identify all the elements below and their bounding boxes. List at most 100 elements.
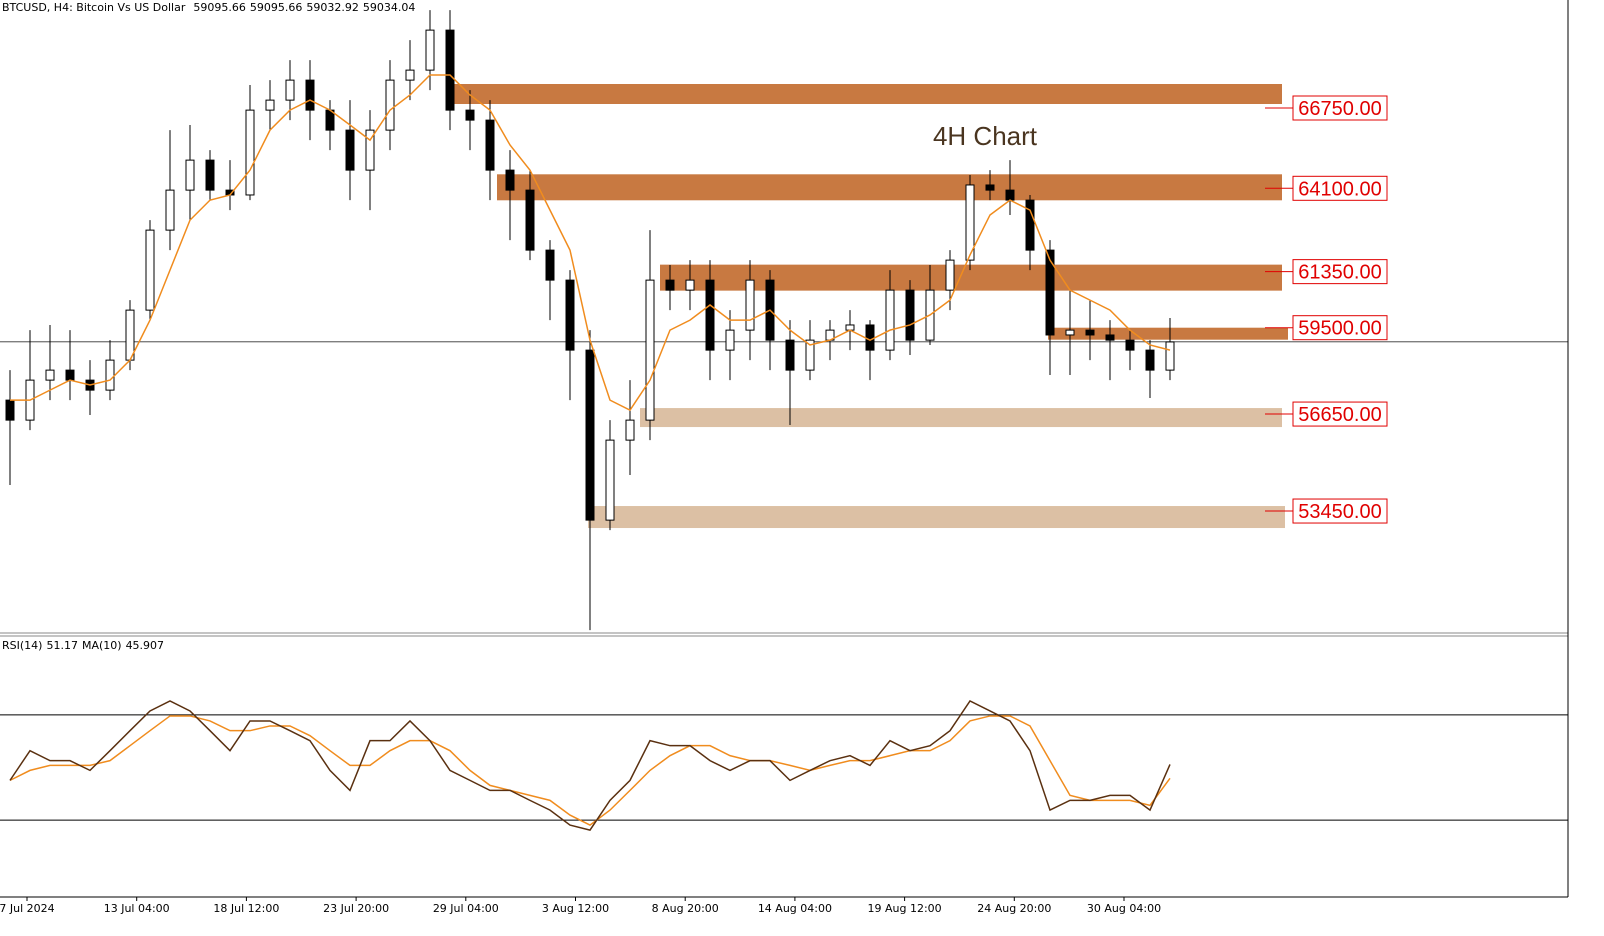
x-tick-label: 29 Jul 04:00 — [433, 902, 499, 915]
level-label: 61350.00 — [1298, 262, 1381, 284]
candle-body — [1145, 349, 1155, 371]
symbol: BTCUSD, H4: Bitcoin Vs US Dollar — [2, 1, 186, 14]
candle-body — [945, 259, 955, 291]
rsi-ma-value: 45.907 — [126, 639, 165, 652]
candle-body — [1165, 341, 1175, 371]
candle-body — [425, 29, 435, 71]
candle-body — [725, 329, 735, 351]
x-tick-label: 14 Aug 04:00 — [758, 902, 832, 915]
candle-body — [205, 159, 215, 191]
candle-body — [1065, 329, 1075, 336]
candle-body — [565, 279, 575, 351]
rsi-ma-name: MA(10) — [82, 639, 122, 652]
price-panel — [0, 10, 1568, 631]
rsi-line — [9, 699, 1171, 831]
level-label-box — [1292, 259, 1388, 285]
open: 59095.66 — [193, 1, 246, 14]
rsi-ma-line — [9, 715, 1171, 826]
candle-body — [885, 289, 895, 351]
candle-body — [405, 69, 415, 81]
candle-body — [445, 29, 455, 111]
rsi-panel — [0, 699, 1568, 831]
candle-body — [345, 129, 355, 171]
level-label-box — [1292, 95, 1388, 121]
level-label-box — [1292, 175, 1388, 201]
rsi-header: RSI(14) 51.17 MA(10) 45.907 — [2, 639, 164, 652]
candle-body — [45, 369, 55, 381]
zone — [660, 264, 1282, 291]
x-tick-label: 8 Aug 20:00 — [652, 902, 719, 915]
candle-body — [105, 359, 115, 391]
candle-body — [365, 129, 375, 171]
candle-body — [1045, 249, 1055, 336]
candle-body — [865, 324, 875, 351]
x-tick-label: 7 Jul 2024 — [0, 902, 55, 915]
annotation: 4H Chart — [933, 121, 1038, 151]
time-axis: 7 Jul 2024 13 Jul 04:00 18 Jul 12:00 23 Jul… — [0, 897, 1161, 915]
candle-body — [785, 339, 795, 371]
zones: 66750.00 64100.00 61350.00 59500.00 56650.00… — [447, 84, 1388, 529]
zone — [640, 408, 1282, 428]
level-label: 59500.00 — [1298, 318, 1381, 340]
candle-body — [305, 79, 315, 111]
candle-body — [285, 79, 295, 101]
level-label: 66750.00 — [1298, 98, 1381, 120]
candle-body — [1085, 329, 1095, 336]
candle-body — [665, 279, 675, 291]
candle-body — [985, 184, 995, 191]
candle-body — [265, 99, 275, 111]
x-tick-label: 19 Aug 12:00 — [868, 902, 942, 915]
high: 59095.66 — [250, 1, 303, 14]
zone — [497, 174, 1282, 201]
candle-body — [805, 339, 815, 371]
level-label-box — [1292, 498, 1388, 524]
candle-body — [145, 229, 155, 311]
x-tick-label: 3 Aug 12:00 — [542, 902, 609, 915]
candle-body — [385, 79, 395, 131]
x-tick-label: 30 Aug 04:00 — [1087, 902, 1161, 915]
candle-body — [1025, 199, 1035, 251]
candle-body — [965, 184, 975, 261]
x-tick-label: 23 Jul 20:00 — [323, 902, 389, 915]
level-label-box — [1292, 401, 1388, 427]
header: BTCUSD, H4: Bitcoin Vs US Dollar 59095.66… — [2, 1, 415, 14]
x-tick-label: 18 Jul 12:00 — [213, 902, 279, 915]
candle-body — [645, 279, 655, 421]
level-label: 56650.00 — [1298, 404, 1381, 426]
candle-body — [65, 369, 75, 381]
rsi-value: 51.17 — [46, 639, 78, 652]
candle-body — [905, 289, 915, 341]
low: 59032.92 — [306, 1, 359, 14]
candle-body — [1005, 189, 1015, 201]
zone — [1048, 327, 1288, 340]
rsi-name: RSI(14) — [2, 639, 42, 652]
close: 59034.04 — [363, 1, 416, 14]
candle-body — [505, 169, 515, 191]
candle-body — [485, 119, 495, 171]
candle-body — [165, 189, 175, 231]
candle-body — [245, 109, 255, 196]
candle-body — [705, 279, 715, 351]
zone — [447, 84, 1282, 104]
zone — [588, 506, 1285, 529]
candle-body — [585, 349, 595, 521]
candle-body — [125, 309, 135, 361]
candle-body — [465, 109, 475, 121]
candle-body — [745, 279, 755, 331]
x-tick-label: 24 Aug 20:00 — [977, 902, 1051, 915]
candle-body — [525, 189, 535, 251]
candle-body — [625, 419, 635, 441]
level-label-box — [1292, 315, 1388, 341]
candle-body — [5, 399, 15, 421]
moving-average — [10, 74, 1171, 412]
candle-body — [545, 249, 555, 281]
candle-body — [185, 159, 195, 191]
level-label: 53450.00 — [1298, 501, 1381, 523]
candle-body — [1125, 339, 1135, 351]
x-tick-label: 13 Jul 04:00 — [104, 902, 170, 915]
level-label: 64100.00 — [1298, 178, 1381, 200]
candle-body — [685, 279, 695, 291]
candle-body — [1105, 334, 1115, 341]
